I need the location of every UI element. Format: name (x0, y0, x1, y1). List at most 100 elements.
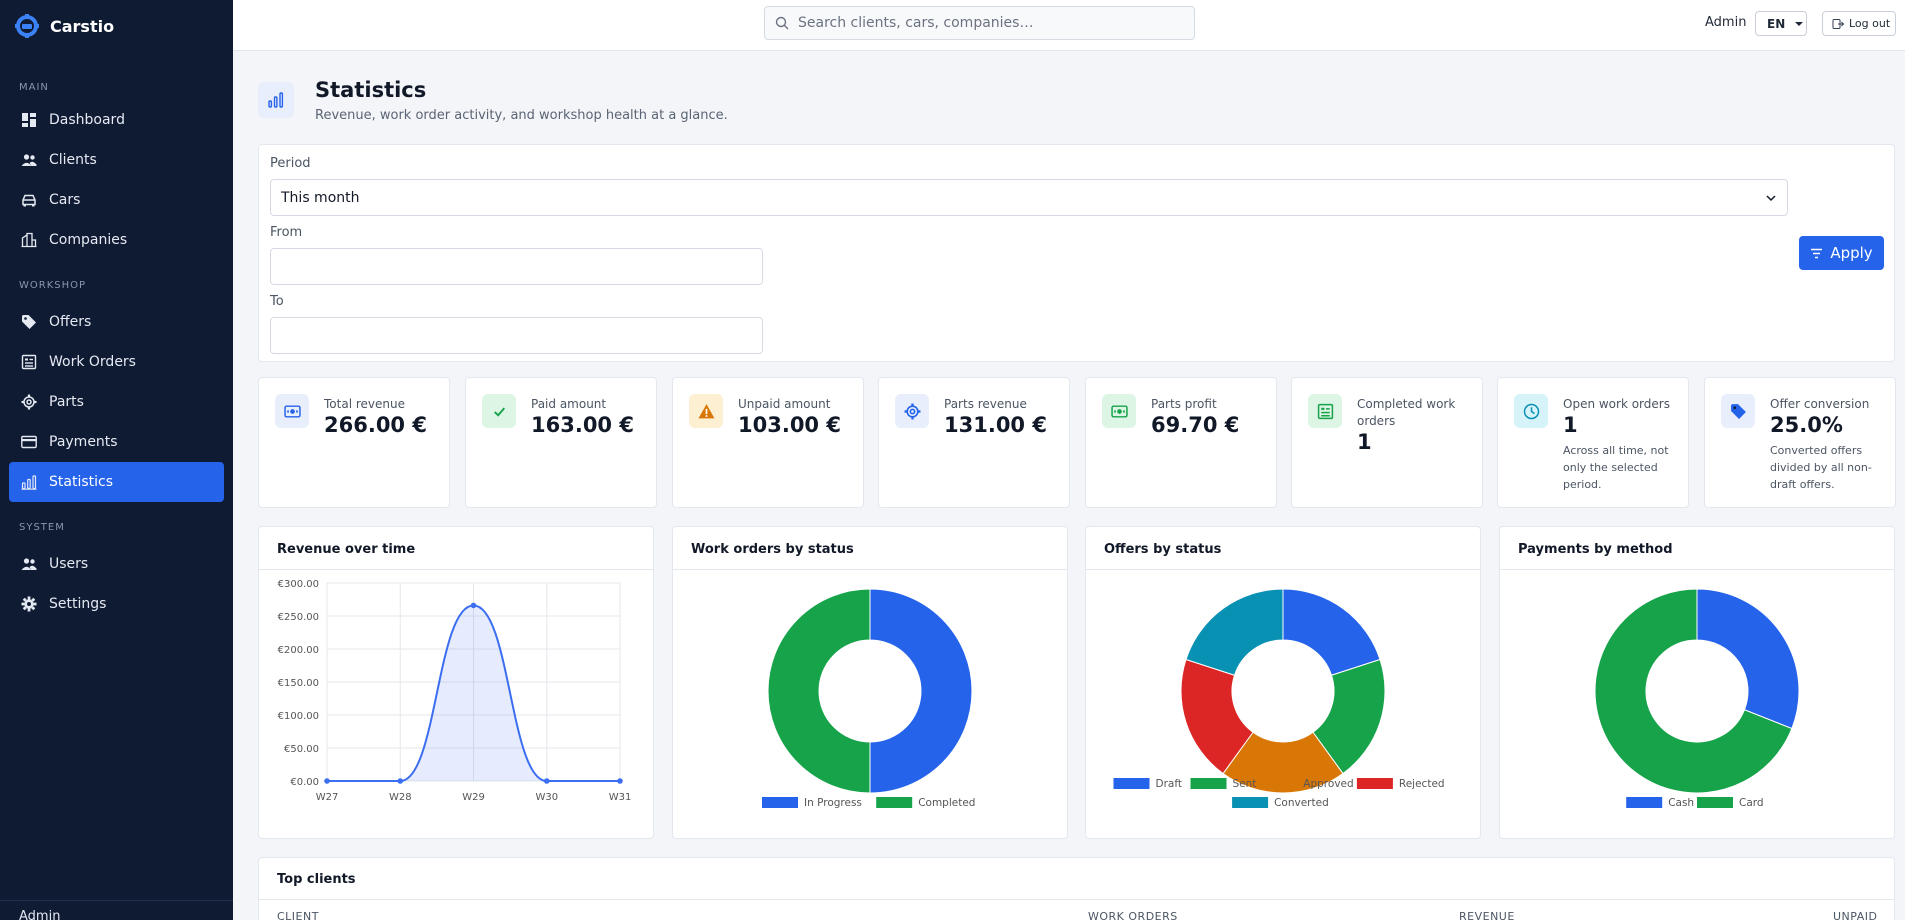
stat-value: 25.0% (1770, 413, 1843, 437)
x-tick-label: W31 (609, 792, 632, 803)
y-tick-label: €100.00 (278, 711, 319, 722)
pie-slice (1180, 658, 1254, 775)
stat-label: Unpaid amount (738, 397, 831, 411)
stat-label: Completed work orders (1357, 397, 1456, 428)
credit-card-icon (21, 435, 37, 449)
sidebar-item-label: Clients (49, 152, 97, 168)
apply-button[interactable]: Apply (1799, 236, 1884, 270)
sidebar-item-label: Statistics (49, 474, 113, 490)
data-point (470, 602, 477, 609)
chart-title: Payments by method (1500, 527, 1894, 570)
sidebar-user-label: Admin (19, 909, 61, 920)
current-user: Admin (1705, 15, 1747, 30)
sidebar-item-cars[interactable]: Cars (9, 180, 224, 220)
sidebar-item-statistics[interactable]: Statistics (9, 462, 224, 502)
area-fill (327, 605, 620, 781)
data-point (397, 778, 404, 784)
chart-svg: €0.00 €50.00 €100.00 €150.00 €200.00 €250.00 €… (278, 579, 632, 803)
to-date-input[interactable] (270, 317, 763, 354)
sidebar-footer: Admin (0, 900, 233, 920)
logout-button[interactable]: Log out (1822, 11, 1896, 36)
chart-title: Work orders by status (673, 527, 1067, 570)
stat-value: 1 (1357, 430, 1372, 454)
stat-icon-box (482, 394, 516, 428)
stat-icon-box (1308, 394, 1342, 428)
y-tick-label: €250.00 (278, 612, 319, 623)
logo-icon (15, 14, 39, 38)
nav-section-title: WORKSHOP (19, 280, 87, 291)
building-icon (21, 232, 37, 248)
apply-label: Apply (1830, 244, 1873, 262)
sidebar-item-work-orders[interactable]: Work Orders (9, 342, 224, 382)
legend-swatch (1113, 778, 1150, 789)
sidebar-item-label: Parts (49, 394, 84, 410)
y-tick-label: €300.00 (278, 579, 319, 590)
legend-label: Draft (1156, 778, 1182, 790)
app-name: Carstio (50, 16, 115, 36)
pie-slice (1282, 588, 1381, 676)
stat-card: Open work orders 1 Across all time, not on… (1497, 377, 1689, 508)
sidebar-item-label: Companies (49, 232, 128, 248)
sidebar-nav: MAIN Dashboard Clients Cars Companies WORKSHO… (0, 52, 233, 624)
x-tick-label: W27 (316, 792, 339, 803)
chart-svg: In Progress Completed (762, 588, 975, 809)
logout-label: Log out (1849, 17, 1891, 30)
column-work-orders[interactable]: WORK ORDERS (1088, 910, 1178, 920)
language-select[interactable]: EN (1755, 11, 1807, 36)
brand[interactable]: Carstio (0, 0, 233, 52)
legend-swatch (1261, 778, 1298, 789)
legend-swatch (1232, 797, 1269, 808)
sidebar-item-clients[interactable]: Clients (9, 140, 224, 180)
stat-card: Parts profit 69.70 € (1085, 377, 1277, 508)
legend-label: Completed (918, 797, 975, 809)
dashboard-icon (22, 113, 36, 127)
search-input[interactable] (798, 15, 1178, 31)
sidebar-item-offers[interactable]: Offers (9, 302, 224, 342)
logout-icon (1832, 18, 1844, 29)
y-tick-label: €50.00 (284, 744, 319, 755)
stat-note: Across all time, not only the selected p… (1563, 444, 1669, 491)
sidebar-item-users[interactable]: Users (9, 544, 224, 584)
clock-icon (1523, 403, 1539, 419)
column-revenue[interactable]: REVENUE (1459, 910, 1515, 920)
sidebar-item-dashboard[interactable]: Dashboard (9, 100, 224, 140)
sidebar-item-parts[interactable]: Parts (9, 382, 224, 422)
chart-svg: Draft Sent Approved Rejected Converted (1113, 588, 1445, 809)
stat-card: Paid amount 163.00 € (465, 377, 657, 508)
legend-label: Cash (1668, 797, 1694, 809)
y-tick-label: €0.00 (290, 777, 319, 788)
legend-swatch (1697, 797, 1733, 808)
from-date-input[interactable] (270, 248, 763, 285)
to-label: To (270, 294, 284, 309)
tag-icon (22, 315, 36, 329)
top-clients-title: Top clients (259, 858, 1894, 900)
stat-icon-box (275, 394, 309, 428)
sidebar-item-companies[interactable]: Companies (9, 220, 224, 260)
column-client[interactable]: CLIENT (277, 910, 319, 920)
column-unpaid[interactable]: UNPAID (1833, 910, 1878, 920)
legend-label: Sent (1233, 778, 1257, 790)
nav-section-title: SYSTEM (19, 522, 65, 533)
filter-icon (1811, 248, 1823, 258)
clipboard-icon (21, 354, 37, 370)
chart-icon (21, 475, 37, 490)
stat-icon-box (1721, 394, 1755, 428)
legend-label: In Progress (804, 797, 862, 809)
stat-value: 163.00 € (531, 413, 634, 437)
tag-icon (1730, 403, 1746, 419)
gear-icon (21, 394, 37, 410)
topbar: Admin EN Log out (233, 0, 1905, 51)
legend-swatch (876, 797, 913, 808)
check-icon (493, 406, 505, 417)
period-select[interactable]: This month (270, 179, 1788, 216)
sidebar-item-settings[interactable]: Settings (9, 584, 224, 624)
legend-label: Card (1739, 797, 1764, 809)
users-icon (21, 558, 37, 570)
search-box[interactable] (764, 6, 1195, 40)
money-icon (283, 404, 301, 418)
caret-down-icon (1795, 21, 1804, 26)
sidebar-item-payments[interactable]: Payments (9, 422, 224, 462)
pie-slice (1185, 588, 1284, 676)
stat-label: Paid amount (531, 397, 607, 411)
data-point (324, 778, 330, 784)
